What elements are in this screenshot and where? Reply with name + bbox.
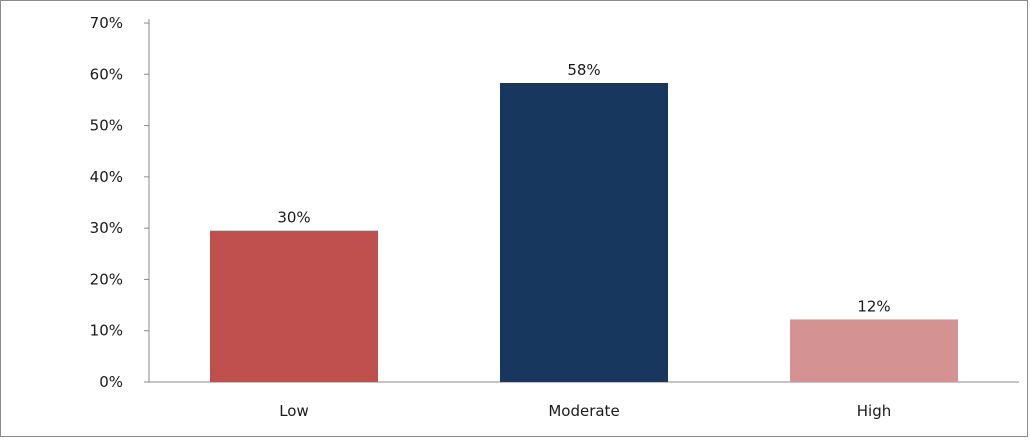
- y-tick-label: 50%: [90, 117, 123, 135]
- data-label: 58%: [567, 61, 600, 79]
- data-label: 12%: [857, 297, 890, 315]
- y-tick-label: 70%: [90, 14, 123, 32]
- bar-low: [210, 230, 378, 382]
- x-category-label: Low: [279, 402, 309, 420]
- y-tick-label: 60%: [90, 65, 123, 83]
- y-tick-label: 40%: [90, 168, 123, 186]
- x-category-label: Moderate: [548, 402, 619, 420]
- bar-moderate: [500, 83, 668, 383]
- x-category-label: High: [857, 402, 891, 420]
- y-tick-label: 20%: [90, 270, 123, 288]
- y-tick-label: 10%: [90, 322, 123, 340]
- y-tick-label: 0%: [99, 373, 123, 391]
- y-tick-label: 30%: [90, 219, 123, 237]
- data-label: 30%: [277, 209, 310, 227]
- bar-high: [790, 319, 958, 382]
